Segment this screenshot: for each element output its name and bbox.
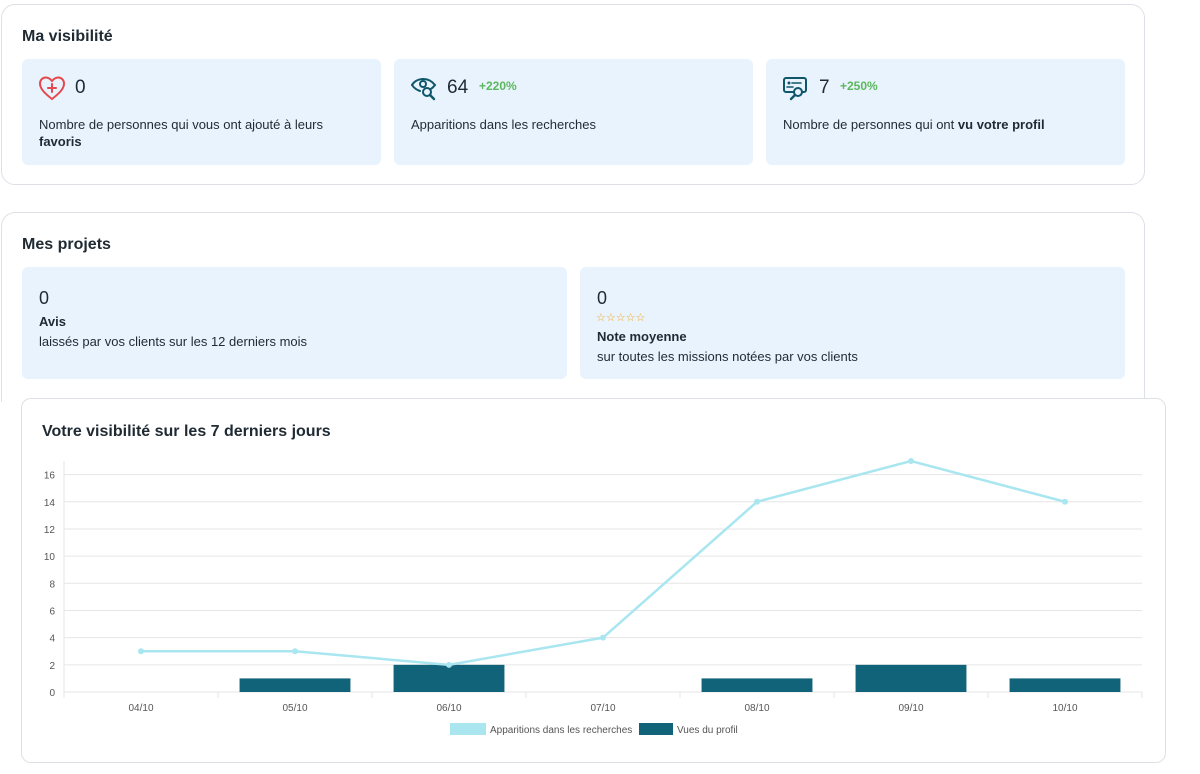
y-tick-label: 10 bbox=[44, 552, 56, 563]
views-tile: 7 +250% Nombre de personnes qui ont vu v… bbox=[766, 59, 1125, 165]
visibility-chart: 0 2 4 6 8 10 12 14 16 04/10 05/10 06/10 07/10 08/10 09… bbox=[44, 458, 1143, 736]
views-count: 7 bbox=[819, 77, 830, 98]
reviews-label: Avis bbox=[39, 314, 66, 329]
reviews-tile: 0 Avis laissés par vos clients sur les 1… bbox=[22, 267, 567, 379]
y-tick-label: 6 bbox=[49, 606, 55, 617]
point-apparitions bbox=[600, 634, 606, 641]
x-tick-label: 09/10 bbox=[898, 703, 923, 714]
rating-description: sur toutes les missions notées par vos c… bbox=[597, 349, 858, 364]
x-tick-label: 05/10 bbox=[282, 703, 307, 714]
reviews-description: laissés par vos clients sur les 12 derni… bbox=[39, 334, 308, 349]
rating-label: Note moyenne bbox=[597, 329, 687, 344]
x-tick-label: 08/10 bbox=[744, 703, 769, 714]
chart-card: Votre visibilité sur les 7 derniers jour… bbox=[21, 398, 1166, 763]
bar-vues-du-profil bbox=[393, 664, 505, 692]
favorites-tile: 0 Nombre de personnes qui vous ont ajout… bbox=[22, 59, 381, 165]
point-apparitions bbox=[446, 661, 452, 668]
x-tick-label: 10/10 bbox=[1052, 703, 1077, 714]
point-apparitions bbox=[1062, 498, 1068, 505]
point-apparitions bbox=[292, 648, 298, 655]
favorites-text: Nombre de personnes qui vous ont ajouté … bbox=[39, 117, 324, 132]
line-apparitions bbox=[141, 459, 1066, 667]
y-tick-label: 16 bbox=[44, 471, 56, 482]
projects-title: Mes projets bbox=[22, 236, 111, 253]
visibility-card: Ma visibilité 0 Nombre de personnes qui … bbox=[1, 4, 1145, 185]
bar-vues-du-profil bbox=[701, 678, 813, 692]
favorites-description: Nombre de personnes qui vous ont ajouté … bbox=[39, 116, 359, 150]
views-text: Nombre de personnes qui ont bbox=[783, 117, 955, 132]
favorites-count: 0 bbox=[75, 77, 86, 98]
rating-tile: 0 ☆☆☆☆☆ Note moyenne sur toutes les miss… bbox=[580, 267, 1125, 379]
views-change: +250% bbox=[840, 79, 878, 93]
legend-swatch-apparitions bbox=[450, 723, 486, 735]
bar-vues-du-profil bbox=[855, 664, 967, 692]
profile-search-icon bbox=[783, 77, 807, 101]
bar-vues-du-profil bbox=[239, 678, 351, 692]
y-tick-label: 4 bbox=[49, 634, 55, 645]
y-tick-label: 14 bbox=[44, 498, 56, 509]
rating-stars: ☆☆☆☆☆ bbox=[596, 312, 646, 324]
legend-swatch-vues bbox=[639, 723, 673, 735]
visibility-title: Ma visibilité bbox=[22, 28, 113, 45]
searches-tile: 64 +220% Apparitions dans les recherches bbox=[394, 59, 753, 165]
eye-search-icon bbox=[411, 78, 437, 101]
views-bold: vu votre profil bbox=[957, 117, 1045, 132]
views-description: Nombre de personnes qui ont vu votre pro… bbox=[783, 116, 1113, 133]
point-apparitions bbox=[908, 458, 914, 464]
searches-change: +220% bbox=[479, 79, 517, 93]
x-tick-label: 07/10 bbox=[590, 703, 615, 714]
heart-plus-icon bbox=[38, 76, 66, 101]
bar-vues-du-profil bbox=[1009, 678, 1121, 692]
projects-card: Mes projets 0 Avis laissés par vos clien… bbox=[1, 212, 1145, 402]
chart-title: Votre visibilité sur les 7 derniers jour… bbox=[42, 423, 331, 440]
legend-label-vues: Vues du profil bbox=[677, 725, 738, 736]
rating-value: 0 bbox=[597, 288, 608, 308]
point-apparitions bbox=[754, 498, 760, 505]
y-tick-label: 0 bbox=[49, 688, 55, 699]
searches-description: Apparitions dans les recherches bbox=[411, 117, 596, 132]
favorites-bold: favoris bbox=[39, 134, 82, 149]
reviews-count: 0 bbox=[39, 288, 50, 308]
legend-label-apparitions: Apparitions dans les recherches bbox=[490, 725, 632, 736]
point-apparitions bbox=[138, 648, 144, 655]
x-tick-label: 06/10 bbox=[436, 703, 461, 714]
y-tick-label: 12 bbox=[44, 525, 56, 536]
y-tick-label: 2 bbox=[49, 661, 55, 672]
searches-count: 64 bbox=[447, 77, 469, 98]
x-tick-label: 04/10 bbox=[128, 703, 153, 714]
y-tick-label: 8 bbox=[49, 579, 55, 590]
